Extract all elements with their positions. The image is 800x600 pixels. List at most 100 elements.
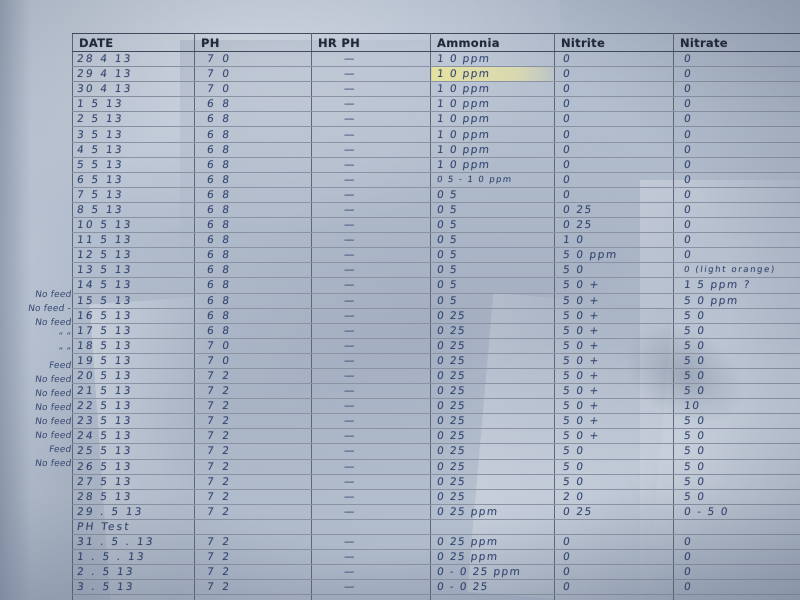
cell-hr-ph: —	[311, 564, 431, 581]
table-row: 6 5 13 6 8 — 0 5 - 1 0 ppm 0 0	[72, 172, 800, 188]
cell-value-hr-ph: —	[343, 173, 356, 186]
cell-hr-ph: —	[311, 96, 431, 113]
cell-value-ph: 7 2	[206, 505, 233, 518]
cell-ammonia: 0 - 0 25 ppm	[430, 564, 555, 581]
table-row: 3 5 13 6 8 — 1 0 ppm 0 0	[72, 126, 800, 143]
cell-value-nitrate: 1 5 ppm ?	[683, 279, 752, 292]
table-row: 18 5 13 7 0 — 0 25 5 0 + 5 0	[72, 338, 800, 354]
cell-value-hr-ph: —	[343, 385, 356, 398]
cell-ph: 6 8	[194, 232, 312, 249]
cell-value-nitrate: 5 0	[683, 370, 707, 383]
feed-note: Feed	[48, 360, 72, 371]
cell-hr-ph: —	[311, 81, 431, 98]
cell-nitrite: 5 0	[554, 459, 674, 475]
cell-ph: 6 8	[194, 293, 312, 309]
cell-hr-ph: —	[311, 126, 431, 143]
cell-value-ammonia: 0 25 ppm	[436, 536, 500, 549]
cell-ammonia: 0 25	[430, 383, 555, 400]
table-row: 21 5 13 7 2 — 0 25 5 0 + 5 0	[72, 383, 800, 400]
cell-nitrite: 0	[554, 534, 674, 551]
cell-value-date: 12 5 13	[76, 249, 134, 262]
cell-hr-ph: —	[311, 368, 431, 385]
cell-ammonia: 1 0 ppm	[430, 111, 555, 128]
cell-date: 15 5 13	[72, 293, 195, 309]
cell-hr-ph: —	[311, 232, 431, 249]
cell-date: 2 . 5 13	[72, 564, 195, 581]
cell-nitrite: 0	[554, 564, 674, 581]
cell-value-nitrate: 5 0	[683, 430, 707, 443]
cell-hr-ph: —	[311, 187, 431, 203]
cell-value-ammonia: 0 25	[436, 445, 467, 458]
cell-value-hr-ph: —	[343, 339, 356, 352]
table-row: 28 5 13 7 2 — 0 25 2 0 5 0	[72, 489, 800, 505]
cell-hr-ph: —	[311, 338, 431, 354]
cell-ph: 7 0	[194, 66, 312, 83]
cell-ammonia: 1 0 ppm	[430, 66, 555, 83]
cell-value-ammonia: 1 0 ppm	[436, 158, 492, 171]
cell-value-ph: 7 2	[206, 551, 233, 564]
cell-value-date: 15 5 13	[76, 294, 134, 307]
cell-hr-ph: —	[311, 323, 431, 339]
cell-value-nitrate: 0 - 5 0	[683, 505, 730, 518]
cell-ammonia: 0 25 ppm	[430, 504, 555, 520]
cell-ph: 7 2	[194, 504, 312, 520]
cell-date: 7 5 13	[72, 187, 195, 203]
cell-value-hr-ph: —	[343, 460, 356, 473]
cell-value-ammonia: 0 5	[436, 249, 459, 262]
cell-value-nitrite: 0	[562, 158, 573, 171]
table-row: 28 4 13 7 0 — 1 0 ppm 0 0	[72, 51, 800, 68]
cell-date: 8 5 13	[72, 202, 195, 219]
cell-ammonia: 0 25 ppm	[430, 534, 555, 551]
cell-ph: 7 0	[194, 51, 312, 68]
cell-hr-ph: —	[311, 534, 431, 551]
cell-value-hr-ph: —	[343, 264, 356, 277]
cell-ammonia: 0 5	[430, 277, 555, 294]
cell-nitrite: 0	[554, 81, 674, 98]
cell-ph: 7 2	[194, 549, 312, 566]
cell-value-nitrate: 0	[683, 234, 694, 247]
cell-ph: 7 2	[194, 383, 312, 400]
cell-hr-ph: —	[311, 428, 431, 445]
cell-value-nitrate: 0	[683, 143, 694, 156]
cell-nitrate: 0	[673, 579, 800, 596]
cell-hr-ph: —	[311, 66, 431, 83]
feed-note: ” ”	[57, 346, 72, 357]
column-header-date: DATE	[72, 33, 195, 52]
cell-hr-ph: —	[311, 459, 431, 475]
cell-ammonia: 0 25	[430, 413, 555, 430]
table-row: 16 5 13 6 8 — 0 25 5 0 + 5 0	[72, 308, 800, 324]
feed-note: No feed	[33, 318, 72, 329]
cell-value-hr-ph: —	[343, 294, 356, 307]
table-row: 11 5 13 6 8 — 0 5 1 0 0	[72, 232, 800, 249]
cell-value-ammonia: 1 0 ppm	[436, 113, 492, 126]
cell-hr-ph: —	[311, 383, 431, 400]
cell-value-nitrite: 0	[562, 113, 573, 126]
cell-nitrate: 1 5 ppm ?	[673, 277, 800, 294]
cell-value-date: 10 5 13	[76, 219, 134, 232]
table-row: 2 5 13 6 8 — 1 0 ppm 0 0	[72, 111, 800, 128]
cell-ph: 7 2	[194, 428, 312, 445]
cell-value-hr-ph: —	[343, 203, 356, 216]
cell-date: 29 . 5 13	[72, 504, 195, 520]
feed-note: No feed	[33, 431, 72, 442]
table-row-empty	[72, 594, 800, 600]
cell-date: 23 5 13	[72, 413, 195, 430]
cell-value-nitrate: 0	[683, 581, 694, 594]
cell-value-nitrate: 0	[683, 536, 694, 549]
cell-value-hr-ph: —	[343, 219, 356, 232]
table-body: 28 4 13 7 0 — 1 0 ppm 0 0 29 4 13 7 0 — 1 0 ppm 0 0…	[72, 51, 800, 600]
cell-value-date: 1 . 5 . 13	[76, 551, 147, 564]
cell-nitrite: 0 25	[554, 202, 674, 219]
cell-value-ph: 6 8	[206, 279, 233, 292]
cell-nitrite: 0 25	[554, 504, 674, 520]
feed-note: Feed	[48, 445, 72, 456]
cell-value-hr-ph: —	[343, 68, 356, 81]
cell-value-ammonia: 0 25	[436, 490, 467, 503]
cell-value-hr-ph: —	[343, 475, 356, 488]
cell-ph: 6 8	[194, 172, 312, 188]
cell-hr-ph: —	[311, 398, 431, 415]
cell-date: 17 5 13	[72, 323, 195, 339]
cell-ph: 6 8	[194, 323, 312, 339]
cell-ph: 7 2	[194, 534, 312, 551]
cell-ammonia: 0 25	[430, 398, 555, 415]
